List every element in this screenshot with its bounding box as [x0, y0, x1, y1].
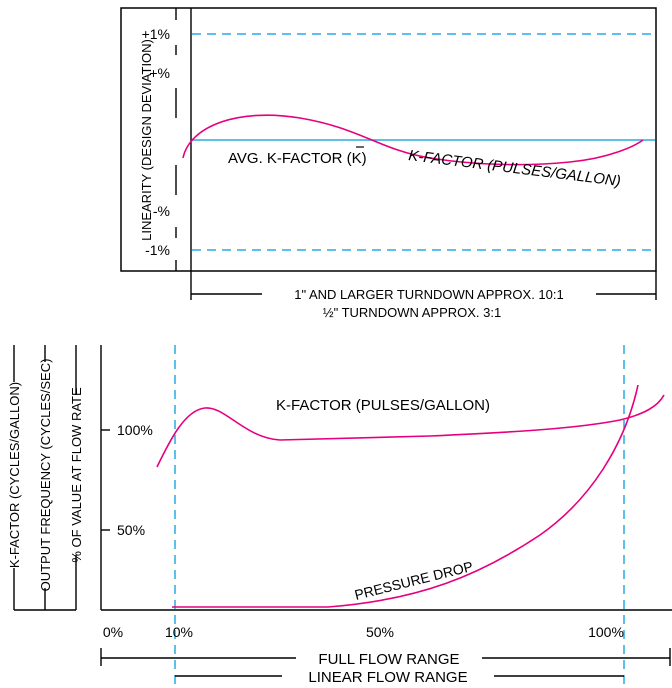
full-flow-range-label: FULL FLOW RANGE: [318, 651, 459, 668]
kfactor-curve-label: K-FACTOR (PULSES/GALLON): [408, 147, 622, 190]
linearity-axis-label: LINEARITY (DESIGN DEVIATION): [139, 39, 154, 241]
linear-flow-range-label: LINEAR FLOW RANGE: [308, 669, 467, 686]
flow-range-chart: K-FACTOR (CYCLES/GALLON) OUTPUT FREQUENC…: [4, 345, 672, 688]
linearity-chart: LINEARITY (DESIGN DEVIATION) +1% +% -% -…: [120, 7, 657, 320]
label-bg: [66, 395, 86, 555]
avg-kfactor-label: AVG. K-FACTOR (K): [228, 150, 367, 167]
x-label-50: 50%: [366, 624, 394, 640]
kfactor-flow-curve: [156, 394, 665, 468]
tick-label-minus1: -1%: [145, 242, 170, 258]
pressure-drop-label: PRESSURE DROP: [353, 558, 475, 603]
tick-label-minus: -%: [153, 203, 170, 219]
pressure-drop-curve: [172, 384, 639, 608]
label-bg: [35, 362, 55, 588]
x-label-100: 100%: [588, 624, 624, 640]
kfactor-linearity-curve: [182, 114, 644, 166]
kfactor-axis-label: K-FACTOR (CYCLES/GALLON): [7, 382, 22, 568]
tick-label-plus: +%: [149, 65, 170, 81]
output-frequency-axis-label: OUTPUT FREQUENCY (CYCLES/SEC): [38, 359, 53, 592]
tick-label-100: 100%: [117, 422, 153, 438]
kfactor-flow-label: K-FACTOR (PULSES/GALLON): [276, 397, 490, 414]
x-label-10: 10%: [165, 624, 193, 640]
turndown-large-label: 1" AND LARGER TURNDOWN APPROX. 10:1: [294, 287, 564, 302]
label-bg: [4, 382, 24, 568]
tick-label-plus1: +1%: [142, 26, 170, 42]
percent-value-axis-label: % OF VALUE AT FLOW RATE: [69, 387, 84, 563]
x-label-0: 0%: [103, 624, 123, 640]
linearity-chart-frame: [120, 7, 657, 272]
tick-label-50: 50%: [117, 522, 145, 538]
turndown-half-label: ½" TURNDOWN APPROX. 3:1: [323, 305, 501, 320]
